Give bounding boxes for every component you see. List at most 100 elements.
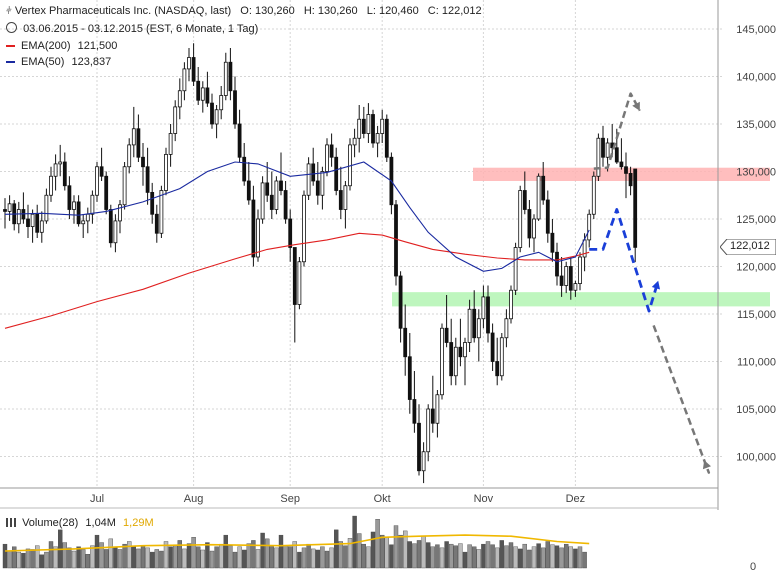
candle-body — [127, 144, 132, 168]
candle-body — [173, 106, 178, 134]
volume-bar — [370, 531, 376, 569]
candlesticks — [3, 43, 638, 484]
volume-bar — [113, 546, 118, 569]
volume-bar — [274, 547, 279, 569]
volume-bar — [568, 546, 573, 569]
candle-body — [302, 194, 306, 263]
candle-body — [311, 163, 316, 182]
volume-bar — [458, 543, 463, 569]
candle-body — [182, 68, 187, 92]
chart-header-line-1: ⫩ Vertex Pharmaceuticals Inc. (NASDAQ, l… — [6, 4, 482, 19]
volume-bar — [481, 543, 486, 569]
last-price-badge: 122,012 — [720, 239, 776, 255]
volume-bar — [536, 543, 541, 569]
volume-bar — [278, 534, 284, 569]
volume-bar — [90, 545, 95, 569]
legend-ema50[interactable]: EMA(50) 123,837 — [6, 55, 111, 69]
ema50-line — [4, 161, 590, 272]
volume-bar — [265, 538, 270, 569]
chart-type-icon[interactable]: ⫩ — [6, 6, 12, 17]
ema200-swatch — [6, 45, 15, 48]
volume-bar — [467, 544, 472, 569]
volume-bar — [99, 542, 104, 569]
volume-bar — [508, 542, 514, 569]
volume-bar — [393, 525, 399, 569]
volume-bar — [186, 543, 192, 569]
volume-bar — [462, 551, 468, 569]
volume-bar — [283, 545, 288, 569]
volume-bar — [126, 541, 132, 569]
y-tick-label: 145,000 — [736, 24, 776, 36]
month-label: Jul — [90, 493, 104, 505]
candle-body — [205, 87, 210, 104]
candle-body — [578, 256, 582, 285]
month-label: Nov — [474, 493, 494, 505]
candle-body — [587, 213, 592, 241]
candle-body — [320, 171, 325, 196]
volume-bar — [154, 549, 160, 569]
volume-bar — [476, 549, 481, 569]
candle-body — [283, 190, 288, 220]
volume-bar — [241, 549, 247, 569]
volume-bar — [168, 546, 173, 569]
candle-body — [568, 266, 573, 291]
candle-body — [108, 209, 113, 244]
candle-body — [624, 166, 628, 174]
volume-bar — [513, 546, 518, 569]
candle-body — [306, 163, 311, 196]
candle-body — [614, 147, 619, 163]
volume-bar — [140, 545, 146, 569]
candle-body — [467, 308, 472, 343]
candle-body — [440, 327, 444, 396]
volume-bar — [260, 532, 265, 569]
month-label: Dez — [566, 493, 586, 505]
candle-body — [605, 142, 610, 158]
volume-bar — [232, 551, 238, 569]
volume-bar — [117, 549, 123, 569]
candle-body — [509, 289, 513, 320]
candle-body — [118, 204, 122, 222]
candle-body — [384, 118, 389, 158]
candle-body — [403, 327, 408, 358]
volume-icon — [6, 518, 16, 527]
volume-bar — [320, 546, 325, 569]
candle-body — [168, 133, 173, 155]
volume-bar — [554, 545, 560, 569]
candle-body — [72, 201, 76, 210]
candle-body — [99, 166, 104, 177]
candle-body — [522, 190, 527, 210]
candle-body — [76, 201, 81, 225]
volume-bar — [311, 548, 316, 569]
candle-body — [449, 342, 454, 377]
volume-value: 1,04M — [85, 517, 116, 529]
candle-body — [504, 318, 509, 339]
y-tick-label: 125,000 — [736, 214, 776, 226]
volume-bar — [94, 534, 100, 569]
candle-body — [30, 213, 35, 227]
volume-bar — [223, 534, 229, 569]
candle-body — [104, 175, 109, 210]
ema50-swatch — [6, 61, 15, 64]
candle-body — [366, 114, 371, 134]
candle-body — [53, 163, 58, 177]
candle-body — [380, 118, 385, 134]
ema50-label: EMA(50) — [21, 56, 65, 68]
candle-body — [7, 203, 12, 212]
candle-body — [545, 199, 550, 234]
candle-body — [85, 213, 90, 222]
volume-bar — [518, 548, 523, 569]
volume-bar — [39, 554, 44, 569]
volume-bar — [499, 540, 504, 569]
candle-body — [472, 308, 477, 339]
ema50-value: 123,837 — [71, 56, 112, 68]
candle-body — [357, 118, 362, 139]
volume-bar — [301, 547, 307, 569]
candle-body — [371, 114, 375, 144]
candle-body — [619, 161, 624, 168]
volume-label: Volume(28) — [22, 517, 79, 529]
candle-body — [550, 232, 555, 253]
volume-bar — [338, 541, 343, 569]
legend-ema200[interactable]: EMA(200) 121,500 — [6, 39, 117, 53]
volume-bar — [343, 545, 348, 569]
